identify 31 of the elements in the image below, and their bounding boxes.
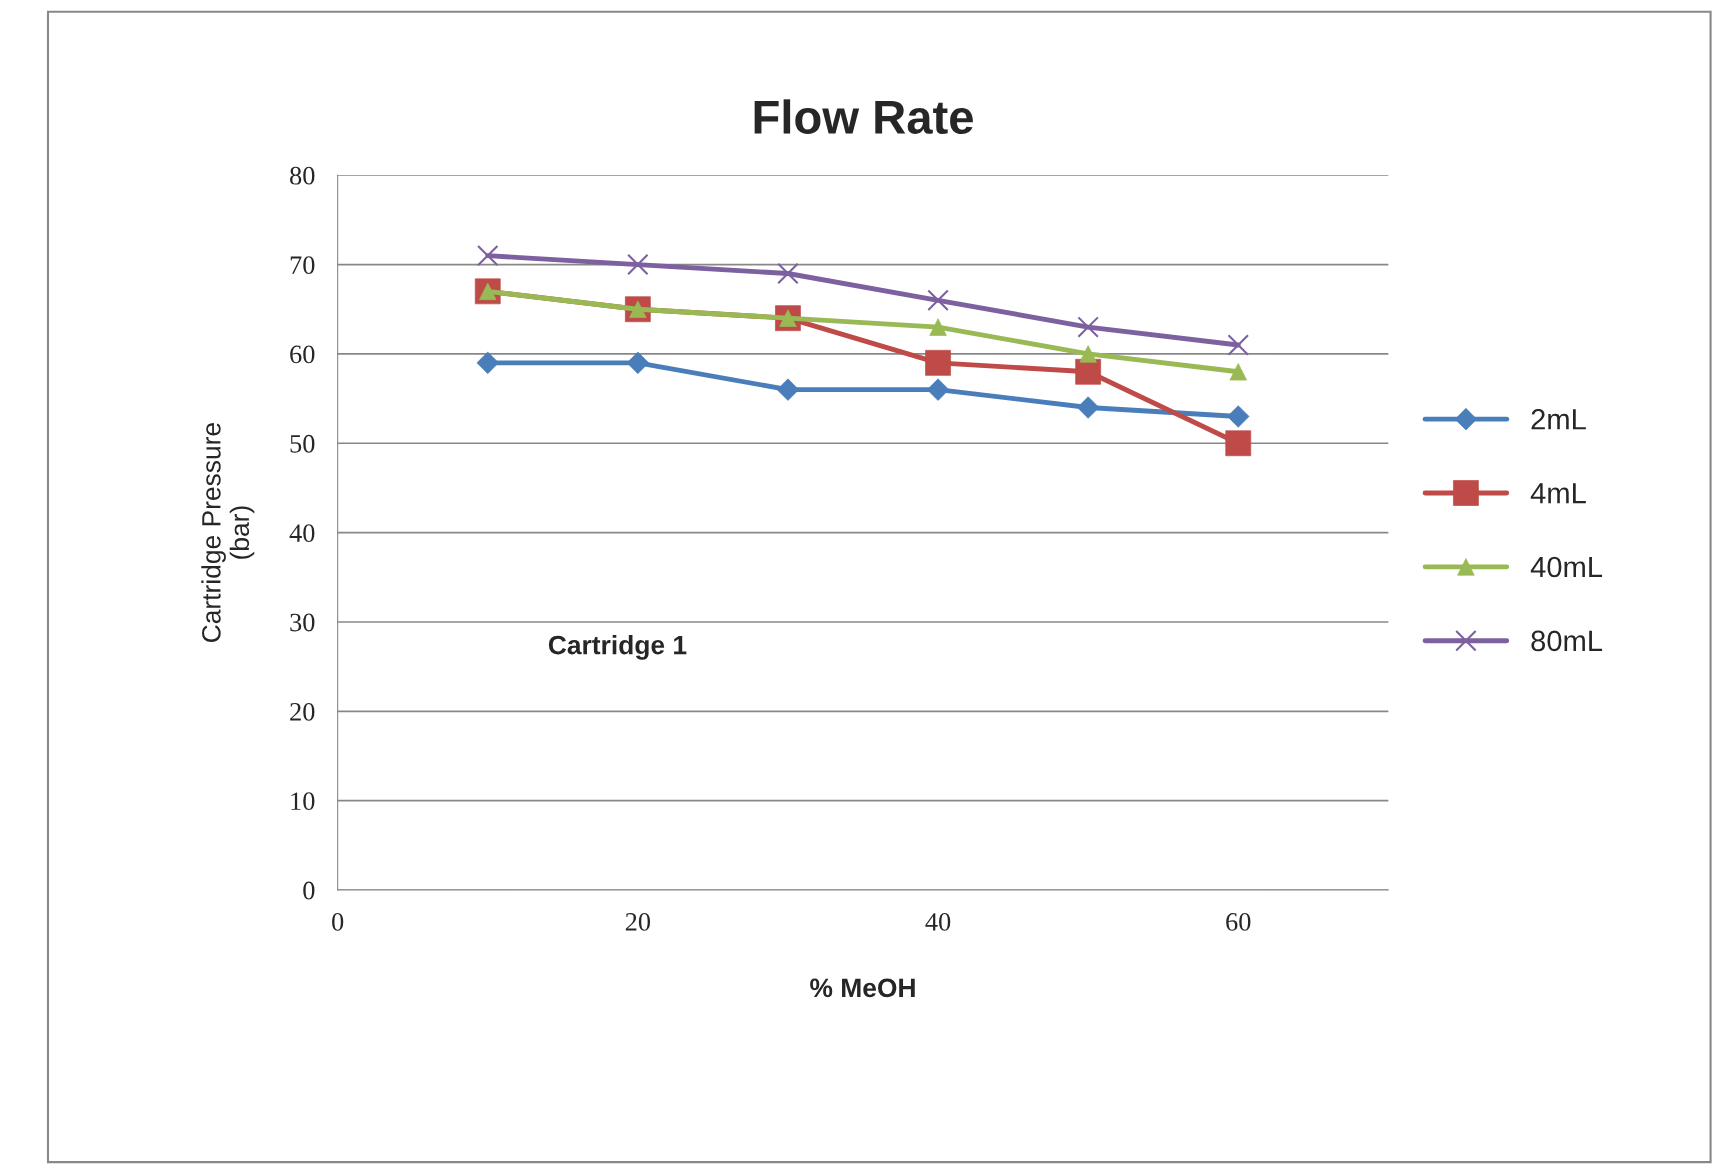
y-tick-label: 10 [291, 792, 315, 811]
x-tick-label: 0 [332, 913, 344, 931]
point [777, 262, 799, 285]
x-axis-title: % MeOH [810, 978, 915, 998]
legend-label: 40mL [1530, 556, 1603, 578]
point [1077, 316, 1099, 338]
point [1225, 430, 1252, 457]
y-tick-label: 50 [290, 434, 315, 453]
y-tick-label: 30 [290, 613, 315, 632]
x-tick-label: 20 [625, 913, 651, 931]
x-tick-label: 60 [1226, 913, 1251, 931]
legend-label: 4mL [1530, 483, 1586, 504]
point [476, 244, 499, 267]
point [1227, 334, 1250, 356]
y-tick-label: 80 [290, 166, 315, 185]
annotation: Cartridge 1 [548, 635, 687, 660]
point [927, 289, 949, 312]
chart-title: Flow Rate [754, 99, 973, 134]
legend-label: 2mL [1531, 409, 1586, 430]
point [626, 351, 650, 374]
x-tick-label: 40 [925, 913, 951, 931]
point [1227, 405, 1250, 428]
y-tick-label: 20 [290, 702, 315, 721]
legend-label: 80mL [1531, 630, 1603, 652]
y-axis-title: Cartridge Pressure (bar) [201, 423, 255, 642]
point [627, 253, 649, 276]
y-tick-label: 40 [289, 524, 315, 543]
y-tick-label: 60 [290, 345, 315, 364]
y-tick-label: 70 [290, 256, 315, 274]
point [476, 351, 499, 374]
y-tick-label: 0 [303, 881, 315, 900]
